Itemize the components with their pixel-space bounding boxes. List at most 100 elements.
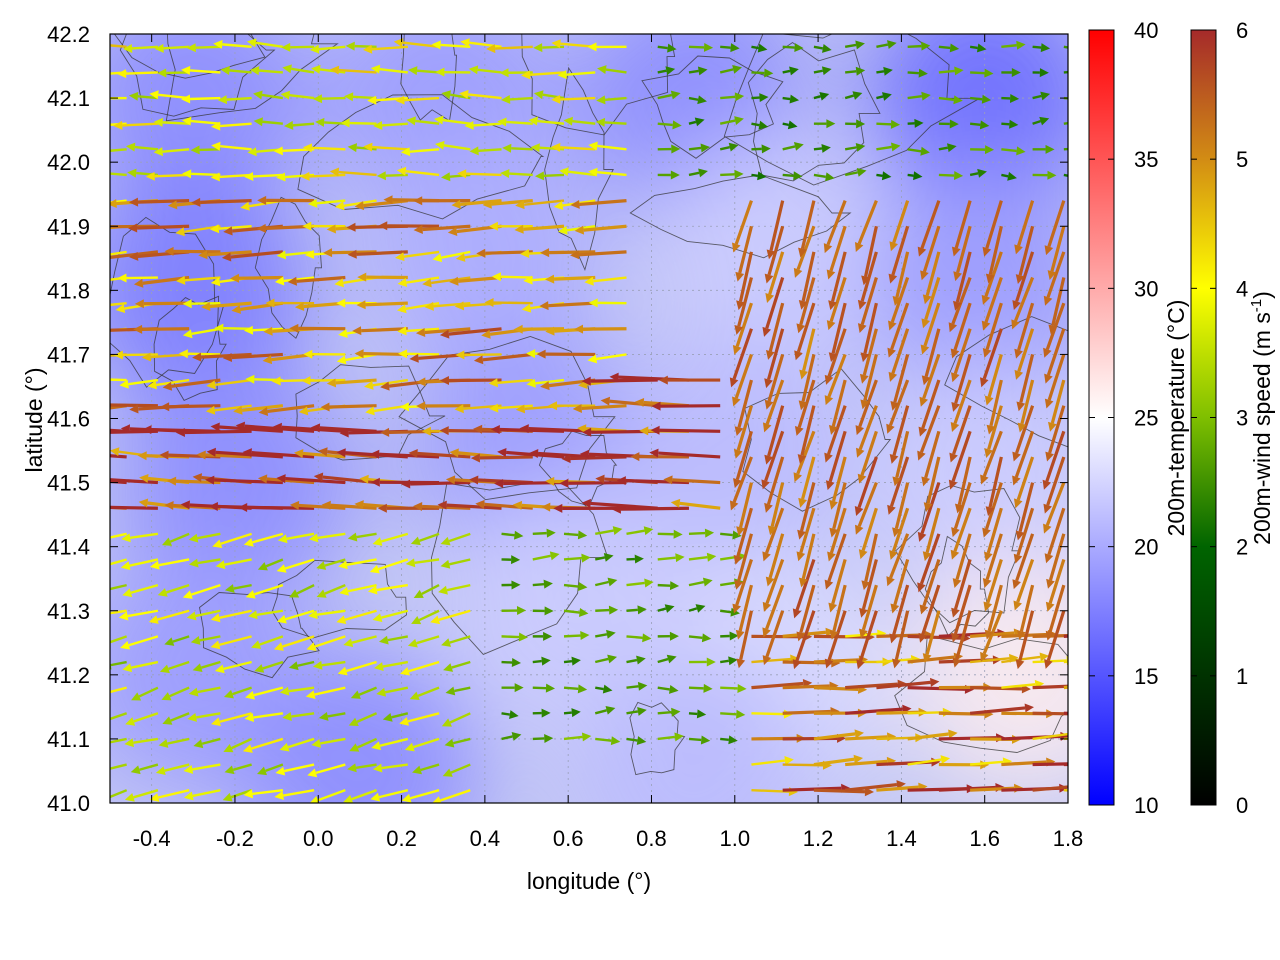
wind-vector-725: [892, 482, 910, 538]
wind-vector-58: [117, 69, 158, 79]
wind-vector-726: [887, 456, 910, 515]
wind-vector-575: [736, 482, 753, 537]
wind-vector-319: [396, 301, 440, 314]
wind-vector-707: [876, 171, 892, 181]
wind-vector-317: [398, 349, 440, 359]
wind-vector-617: [782, 171, 803, 181]
wind-vector-308: [413, 584, 440, 598]
wind-vector-349: [424, 301, 471, 311]
wind-vector-245: [337, 660, 377, 676]
wind-vector-67: [148, 609, 190, 624]
wind-vector-561: [719, 64, 742, 74]
wind-vector-760: [919, 353, 941, 407]
wind-vector-669: [828, 379, 847, 435]
wind-vector-343: [408, 448, 471, 459]
wind-vector-129: [215, 558, 252, 570]
wind-vector-488: [574, 324, 627, 334]
wind-vector-761: [921, 328, 941, 386]
wind-vector-181: [275, 763, 315, 776]
temperature-colorbar-tick-label-2: 20: [1134, 535, 1158, 560]
wind-vector-350: [422, 276, 471, 288]
wind-vector-184: [279, 686, 315, 696]
wind-vector-421: [563, 608, 589, 617]
wind-vector-440: [528, 116, 565, 126]
wind-vector-521: [688, 735, 711, 745]
wind-vector-711: [876, 66, 893, 76]
y-tick-label-11: 42.1: [47, 86, 90, 111]
wind-vector-286: [364, 378, 408, 390]
wind-vector-782: [951, 559, 972, 618]
wind-vector-556: [658, 375, 721, 385]
wind-vector-550: [720, 530, 742, 540]
wind-vector-675: [826, 225, 847, 280]
wind-vector-615: [764, 225, 785, 284]
wind-vector-441: [533, 90, 565, 100]
wind-vector-313: [370, 449, 440, 459]
wind-vector-841: [1017, 584, 1035, 640]
wind-vector-710: [876, 92, 892, 101]
temperature-patch-0: [110, 34, 314, 219]
wind-vector-755: [917, 482, 941, 542]
wind-vector-708: [876, 142, 901, 152]
wind-vector-830: [1001, 93, 1020, 103]
wind-vector-797: [969, 168, 987, 178]
wind-vector-601: [762, 584, 785, 638]
wind-vector-723: [886, 533, 910, 587]
wind-vector-559: [719, 116, 744, 125]
wind-vector-681: [845, 66, 866, 76]
wind-vector-848: [1012, 405, 1035, 462]
wind-vector-792: [950, 302, 972, 359]
wind-vector-551: [670, 498, 721, 510]
wind-vector-886: [1044, 200, 1066, 256]
wind-vector-31: [130, 763, 159, 775]
temperature-patch-16: [239, 650, 480, 803]
plot-area: [109, 33, 1069, 804]
wind-vector-385: [459, 89, 502, 100]
wind-vector-831: [1001, 68, 1021, 78]
wind-vector-329: [393, 38, 440, 49]
wind-vector-757: [921, 430, 941, 487]
wind-vector-125: [214, 660, 252, 674]
wind-vector-193: [242, 448, 315, 459]
wind-vector-752: [919, 558, 941, 615]
wind-vector-637: [793, 430, 816, 483]
y-tick-label-8: 41.8: [47, 278, 90, 303]
wind-vector-852: [1014, 302, 1035, 359]
terrain-contour-16: [110, 216, 225, 388]
wind-vector-332: [444, 737, 471, 748]
wind-vector-813: [982, 533, 1003, 588]
wind-vector-519: [657, 66, 676, 76]
wind-vector-406: [491, 272, 533, 282]
wind-vector-579: [734, 379, 753, 437]
wind-vector-833: [1032, 785, 1068, 792]
wind-vector-65: [159, 660, 190, 674]
x-axis-label: longitude (°): [527, 868, 651, 894]
temperature-colorbar-tick-label-0: 10: [1134, 793, 1158, 818]
wind-vector-137: [192, 352, 252, 362]
wind-vector-827: [1001, 171, 1017, 181]
wind-vector-506: [657, 581, 680, 591]
wind-vector-495: [588, 141, 627, 151]
wind-vector-700: [860, 354, 878, 410]
wind-vector-578: [733, 405, 753, 459]
wind-vector-781: [951, 584, 972, 643]
wind-vector-334: [445, 686, 471, 696]
terrain-contour-9: [398, 336, 616, 501]
x-tick-label-4: 0.4: [470, 826, 501, 851]
wind-vector-459: [536, 349, 596, 359]
wind-vector-476: [626, 633, 652, 643]
wind-vector-856: [1014, 200, 1035, 255]
wind-vector-223: [294, 448, 346, 459]
wind-vector-832: [1001, 40, 1026, 50]
wind-vector-649: [813, 119, 836, 129]
wind-vector-738: [907, 146, 930, 156]
wind-vector-878: [1045, 405, 1066, 462]
wind-vector-92: [193, 737, 221, 749]
wind-vector-156: [251, 635, 284, 649]
wind-vector-602: [762, 558, 785, 612]
wind-vector-582: [732, 302, 753, 355]
wind-vector-822: [982, 302, 1003, 358]
wind-vector-330: [432, 789, 471, 803]
wind-vector-799: [969, 120, 990, 130]
wind-vector-887: [1063, 173, 1068, 177]
